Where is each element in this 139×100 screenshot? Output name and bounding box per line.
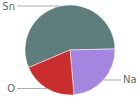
pie-slice	[70, 49, 115, 95]
labels: Sn Na O	[2, 1, 136, 95]
pie	[25, 5, 115, 95]
slice-label: Sn	[2, 1, 15, 12]
leader-line	[17, 6, 60, 7]
slice-label: Na	[123, 74, 137, 85]
leader-line	[104, 79, 121, 80]
chart: Sn Na O	[0, 0, 139, 100]
slice-label: O	[7, 83, 15, 94]
leader-line	[17, 88, 47, 89]
